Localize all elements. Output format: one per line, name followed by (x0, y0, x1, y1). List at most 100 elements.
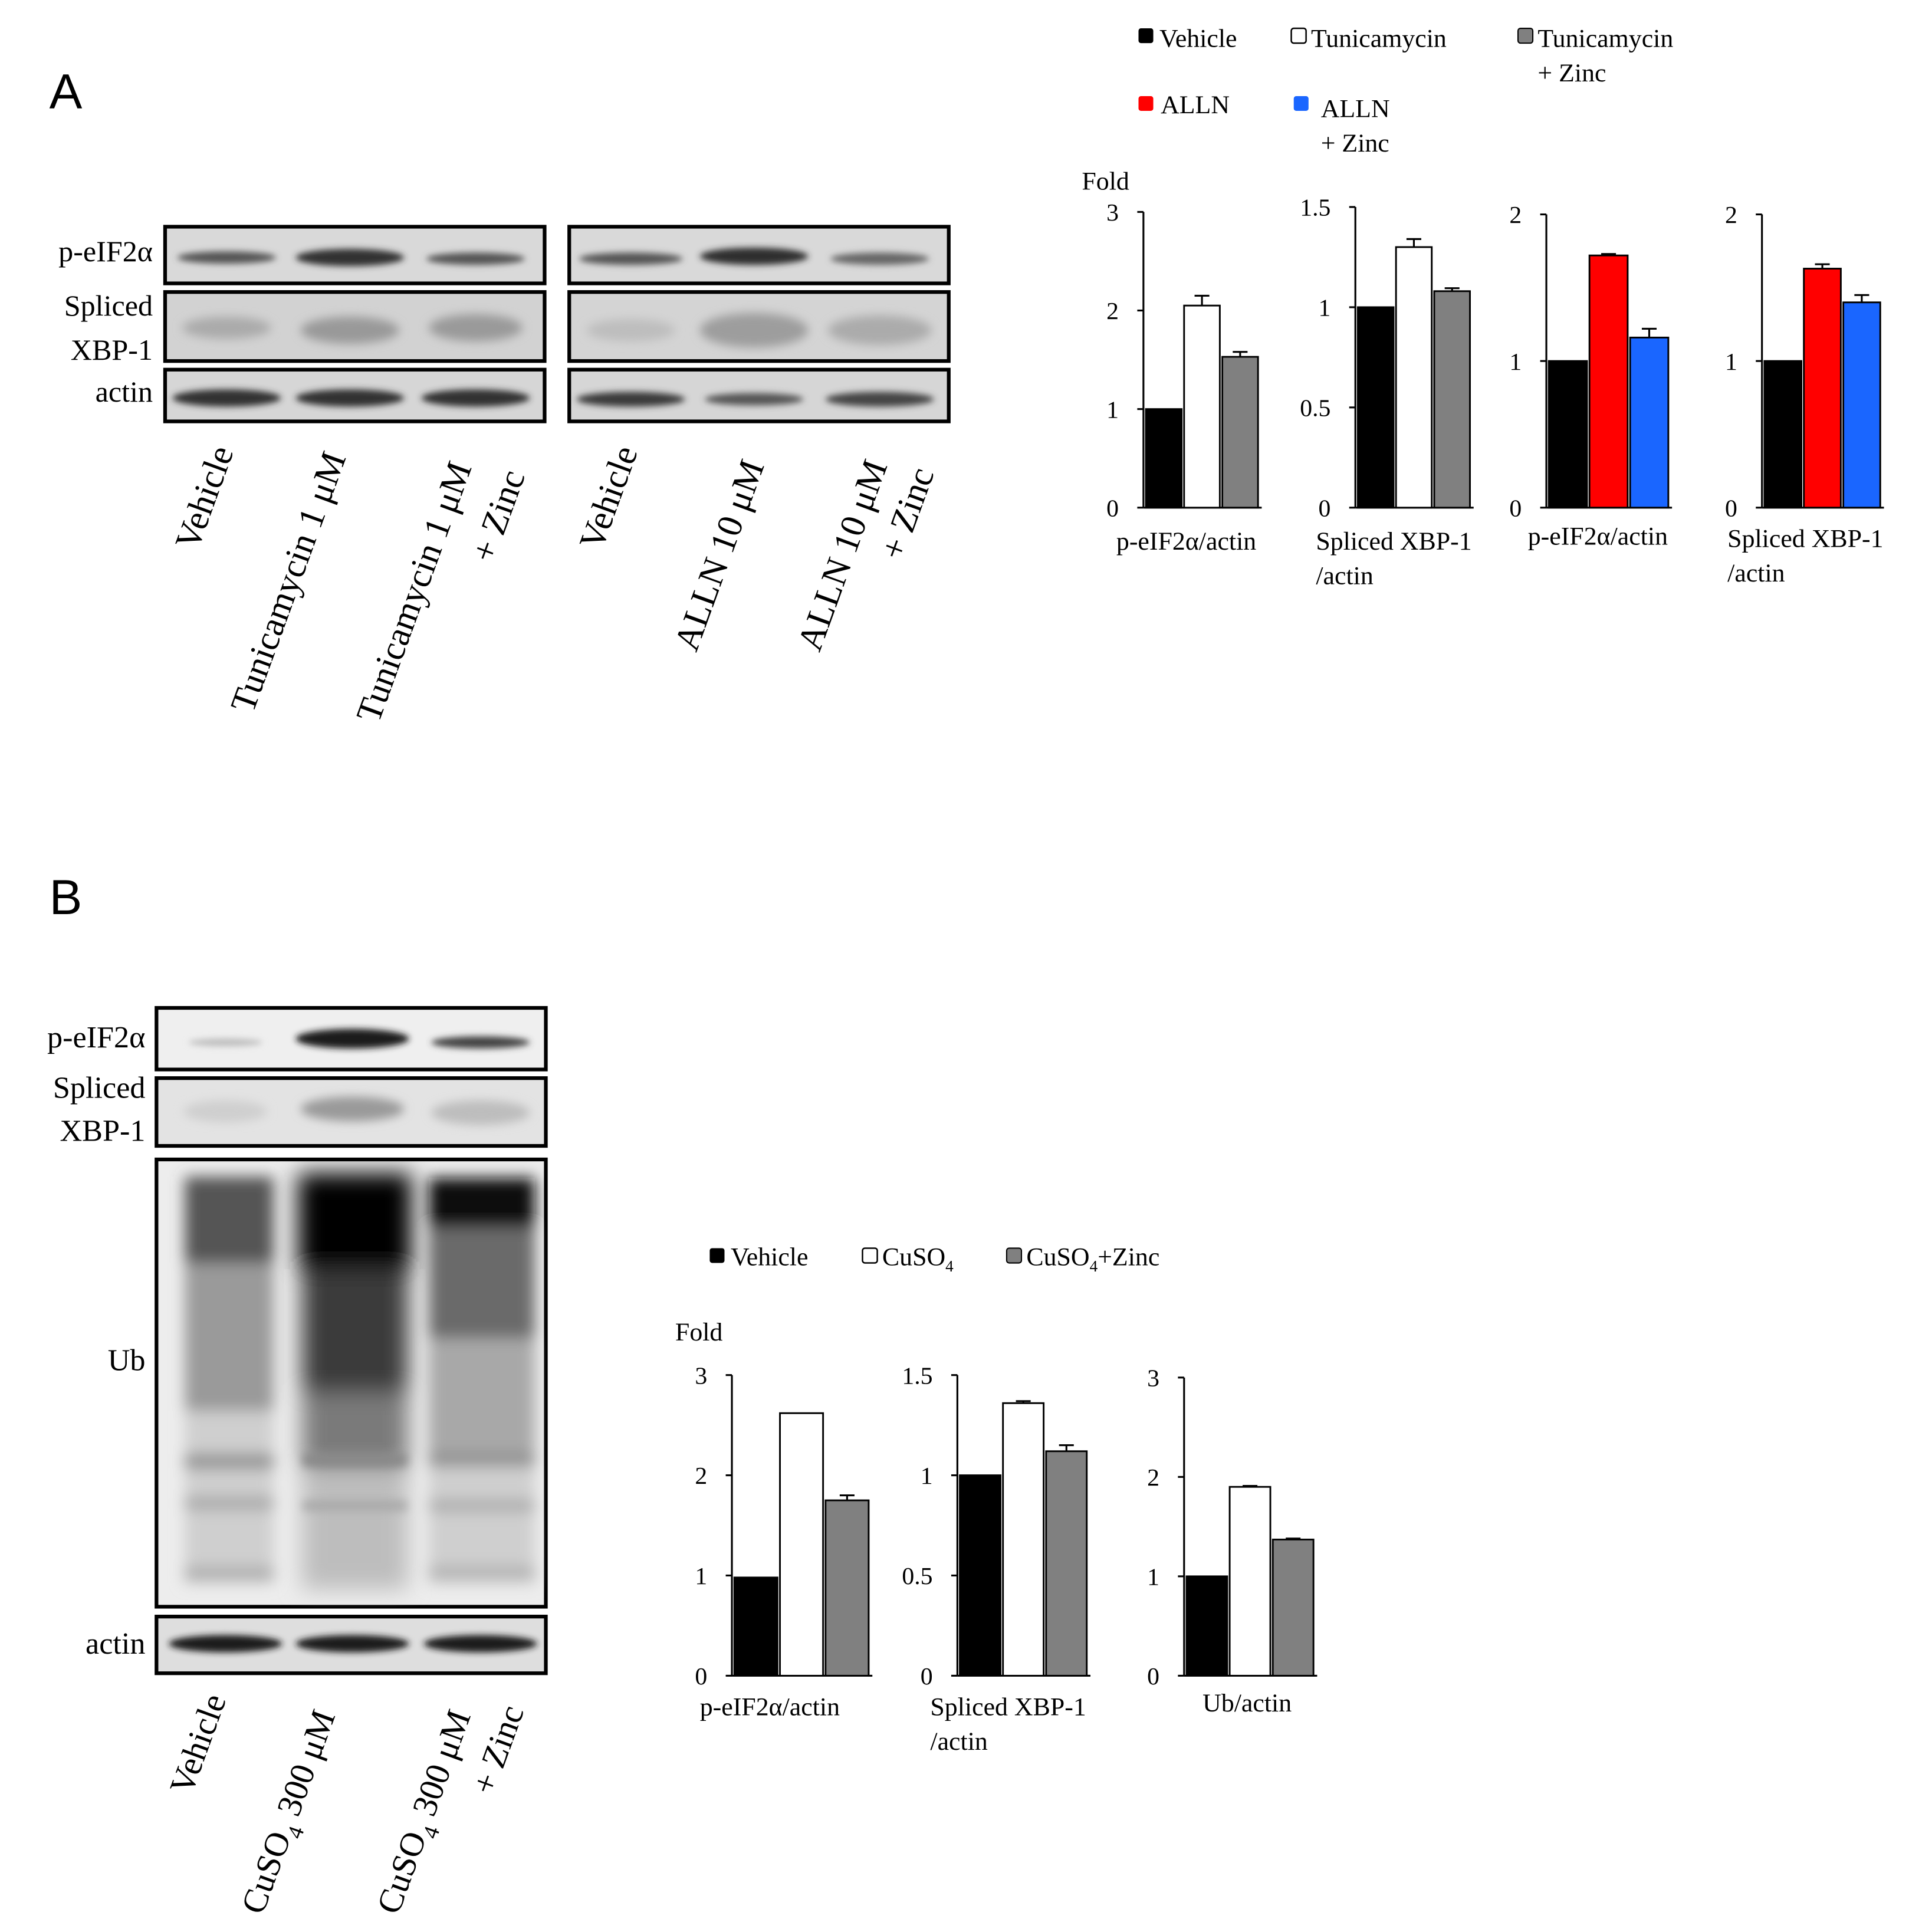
blot-a-lane-tunicamycin: Tunicamycin 1 μM (223, 446, 354, 717)
y-tick-label: 0.5 (1300, 395, 1330, 422)
y-tick-label: 1 (921, 1463, 933, 1490)
bar (1221, 356, 1259, 509)
y-tick-label: 1.5 (902, 1362, 932, 1389)
panel-b-legend: Vehicle CuSO4 CuSO4+Zinc (709, 1243, 1159, 1275)
bar (959, 1474, 1001, 1677)
bar (1763, 360, 1802, 509)
bar (1183, 304, 1221, 509)
bar (1185, 1575, 1228, 1677)
legend-label-vehicle: Vehicle (1159, 24, 1237, 52)
y-tick-label: 0 (1319, 495, 1331, 522)
bar (824, 1499, 870, 1677)
bar (1002, 1402, 1045, 1677)
blot-b-lane-cuso4-zinc-1: CuSO4 300 μM (369, 1705, 485, 1921)
blot-a-lane-tunicamycin-zinc-1: Tunicamycin 1 μM (349, 456, 480, 727)
x-axis-label-line2: /actin (930, 1727, 987, 1756)
legend-label-tunicamycin-zinc-2: + Zinc (1537, 59, 1606, 87)
y-tick-label: 2 (1509, 202, 1522, 229)
blot-a-lane-alln-zinc-1: ALLN 10 μM (790, 455, 896, 656)
bar (779, 1412, 824, 1677)
y-tick-label: 1 (1147, 1564, 1159, 1591)
blot-b-label-xbp1-line1: Spliced (53, 1071, 146, 1105)
bar (1803, 268, 1842, 509)
chart-b2: 0 0.5 1 1.5 Spliced XBP-1/actin (902, 1362, 1091, 1756)
blot-a-left (163, 225, 547, 423)
blot-b-lane-cuso4-zinc-2: + Zinc (464, 1700, 531, 1799)
legend-label-alln-zinc-1: ALLN (1321, 94, 1390, 123)
y-tick-label: 2 (1106, 298, 1119, 325)
legend-b-swatch-vehicle (709, 1248, 725, 1263)
legend-b-label-vehicle: Vehicle (731, 1243, 809, 1271)
bar (1433, 290, 1471, 509)
y-axis-label: Fold (675, 1318, 723, 1346)
legend-swatch-tunicamycin (1290, 27, 1307, 44)
legend-label-tunicamycin: Tunicamycin (1311, 24, 1447, 52)
y-tick-label: 2 (1725, 202, 1737, 229)
y-tick-label: 1 (1106, 396, 1119, 423)
legend-b-swatch-cuso4-zinc (1006, 1247, 1023, 1264)
chart-a3: 0 1 2 p-eIF2α/actin (1509, 202, 1673, 550)
blot-b-lane-vehicle: Vehicle (162, 1689, 234, 1799)
y-tick-label: 0 (1509, 495, 1522, 522)
y-tick-label: 1 (695, 1563, 707, 1590)
blot-a-label-xbp1-line1: Spliced (64, 289, 153, 322)
blot-a-label-actin: actin (96, 375, 153, 408)
legend-label-alln-zinc-2: + Zinc (1321, 129, 1389, 157)
legend-swatch-alln-zinc (1293, 96, 1309, 111)
bar (1356, 306, 1395, 509)
y-tick-label: 1.5 (1300, 195, 1330, 222)
y-tick-label: 3 (1106, 199, 1119, 226)
y-tick-label: 0.5 (902, 1563, 932, 1590)
bar (733, 1576, 778, 1677)
blot-a-lane-vehicle-2: Vehicle (572, 441, 646, 555)
legend-swatch-alln (1138, 96, 1154, 111)
bar (1588, 254, 1629, 509)
x-axis-label: Ub/actin (1202, 1689, 1292, 1717)
chart-a4: 0 1 2 Spliced XBP-1/actin (1725, 202, 1884, 587)
y-tick-label: 3 (695, 1362, 707, 1389)
legend-b-swatch-cuso4 (862, 1247, 878, 1264)
x-axis-label-line2: /actin (1316, 561, 1373, 590)
blot-b-label-peif2a: p-eIF2α (47, 1020, 146, 1054)
bar (1629, 336, 1670, 509)
bar (1547, 360, 1588, 509)
y-tick-label: 0 (1147, 1663, 1159, 1690)
panel-a-legend: Vehicle Tunicamycin Tunicamycin + Zinc A… (1138, 24, 1673, 157)
legend-label-tunicamycin-zinc-1: Tunicamycin (1537, 24, 1673, 52)
legend-label-alln: ALLN (1161, 91, 1230, 119)
chart-b3: 0 1 2 3 Ub/actin (1147, 1365, 1317, 1717)
x-axis-label: p-eIF2α/actin (1116, 527, 1256, 556)
y-tick-label: 1 (1319, 295, 1331, 322)
x-axis-label: Spliced XBP-1 (1727, 525, 1883, 553)
legend-swatch-vehicle (1138, 28, 1154, 44)
x-axis-label: Spliced XBP-1 (1316, 527, 1471, 556)
blot-a-lane-vehicle: Vehicle (167, 441, 241, 555)
panel-a-blot: p-eIF2α Spliced XBP-1 actin (58, 225, 951, 727)
blot-a-label-xbp1-line2: XBP-1 (71, 333, 153, 366)
y-tick-label: 0 (695, 1663, 707, 1690)
y-axis-label: Fold (1082, 167, 1129, 196)
blot-a-lane-alln: ALLN 10 μM (667, 455, 773, 656)
blot-a-label-peif2a: p-eIF2α (58, 235, 153, 268)
legend-b-label-cuso4-zinc: CuSO4+Zinc (1026, 1243, 1159, 1275)
blot-b-label-xbp1-line2: XBP-1 (60, 1114, 145, 1148)
y-tick-label: 1 (1725, 349, 1737, 376)
x-axis-label: p-eIF2α/actin (700, 1693, 840, 1721)
y-tick-label: 2 (1147, 1464, 1159, 1491)
bar (1228, 1486, 1271, 1677)
blot-a-right (567, 225, 951, 423)
blot-b-label-actin: actin (86, 1627, 145, 1661)
chart-a2: 0 0.5 1 1.5 Spliced XBP-1/actin (1300, 195, 1474, 590)
panel-a-letter: A (50, 64, 83, 119)
chart-a1: 0 1 2 3 p-eIF2α/actin Fold (1082, 167, 1262, 556)
bar (1145, 408, 1183, 509)
x-axis-label: Spliced XBP-1 (930, 1693, 1086, 1721)
y-tick-label: 2 (695, 1463, 707, 1490)
bar (1842, 301, 1881, 509)
y-tick-label: 0 (921, 1663, 933, 1690)
blot-b-lane-cuso4: CuSO4 300 μM (234, 1705, 350, 1921)
panel-b-blot: p-eIF2α Spliced XBP-1 Ub actin (47, 1006, 548, 1921)
bar (1045, 1450, 1088, 1677)
x-axis-label: p-eIF2α/actin (1528, 522, 1668, 550)
